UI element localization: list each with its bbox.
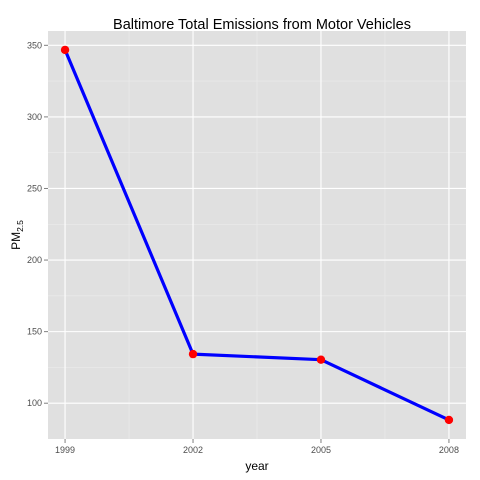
points-layer [60,45,454,425]
y-axis-title: PM2.5 [9,220,25,250]
data-point-2008 [444,415,454,425]
y-tick-label: 100 [27,398,42,408]
y-tick-label: 150 [27,327,42,337]
x-tick-label: 2005 [311,445,331,455]
x-tick-label: 2008 [439,445,459,455]
data-point-1999 [60,45,70,55]
series-layer [63,49,450,422]
y-tick-label: 200 [27,255,42,265]
x-tick-label: 1999 [55,445,75,455]
x-tick-label: 2002 [183,445,203,455]
y-axis-title-subscript: 2.5 [15,220,25,232]
y-axis-title-main: PM [9,232,23,250]
chart-title: Baltimore Total Emissions from Motor Veh… [113,17,411,33]
minor-gridlines [48,31,466,439]
y-tick-label: 250 [27,183,42,193]
y-tick-label: 350 [27,40,42,50]
data-point-2005 [316,355,326,364]
series-line [63,49,450,422]
y-tick-label: 300 [27,112,42,122]
data-point-2002 [188,349,198,359]
major-gridlines [48,31,466,439]
y-axis: 100 150 200 250 300 350 [27,40,48,408]
x-axis: 1999 2002 2005 2008 [55,439,459,455]
x-axis-title: year [245,459,268,473]
